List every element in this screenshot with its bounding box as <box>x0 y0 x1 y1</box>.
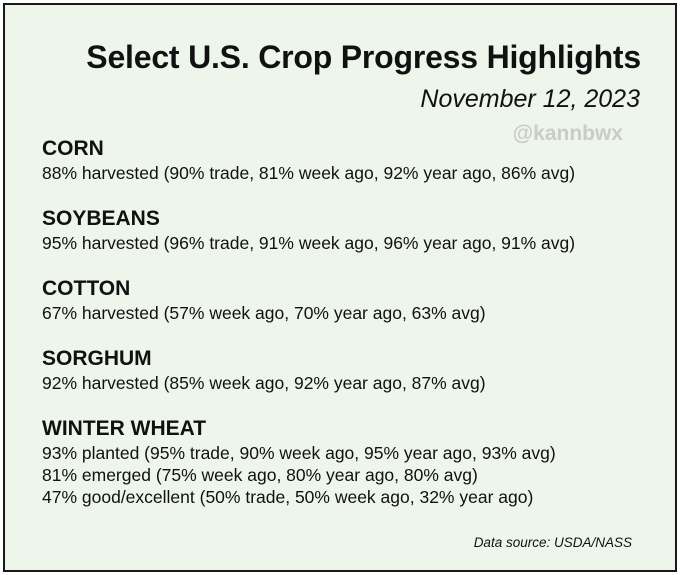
data-source: Data source: USDA/NASS <box>473 535 632 550</box>
crop-progress-card: Select U.S. Crop Progress Highlights Nov… <box>3 3 677 572</box>
section-winter-wheat: WINTER WHEAT 93% planted (95% trade, 90%… <box>42 416 655 508</box>
section-title: COTTON <box>42 277 131 300</box>
section-title: SORGHUM <box>42 347 152 370</box>
author-handle: @kannbwx <box>512 122 623 145</box>
section-line: 92% harvested (85% week ago, 92% year ag… <box>42 373 486 393</box>
section-line: 81% emerged (75% week ago, 80% year ago,… <box>42 465 478 485</box>
section-line: 88% harvested (90% trade, 81% week ago, … <box>42 163 576 183</box>
section-line: 47% good/excellent (50% trade, 50% week … <box>42 487 534 507</box>
section-sorghum: SORGHUM 92% harvested (85% week ago, 92%… <box>42 346 655 394</box>
section-title: WINTER WHEAT <box>42 417 207 440</box>
section-cotton: COTTON 67% harvested (57% week ago, 70% … <box>42 276 655 324</box>
page-title: Select U.S. Crop Progress Highlights <box>86 39 641 75</box>
section-line: 93% planted (95% trade, 90% week ago, 95… <box>42 443 556 463</box>
section-line: 67% harvested (57% week ago, 70% year ag… <box>42 303 486 323</box>
crop-sections: CORN 88% harvested (90% trade, 81% week … <box>42 136 655 530</box>
section-title: CORN <box>42 137 104 160</box>
section-corn: CORN 88% harvested (90% trade, 81% week … <box>42 136 655 184</box>
report-date: November 12, 2023 <box>420 85 640 113</box>
section-title: SOYBEANS <box>42 207 160 230</box>
section-line: 95% harvested (96% trade, 91% week ago, … <box>42 233 576 253</box>
section-soybeans: SOYBEANS 95% harvested (96% trade, 91% w… <box>42 206 655 254</box>
